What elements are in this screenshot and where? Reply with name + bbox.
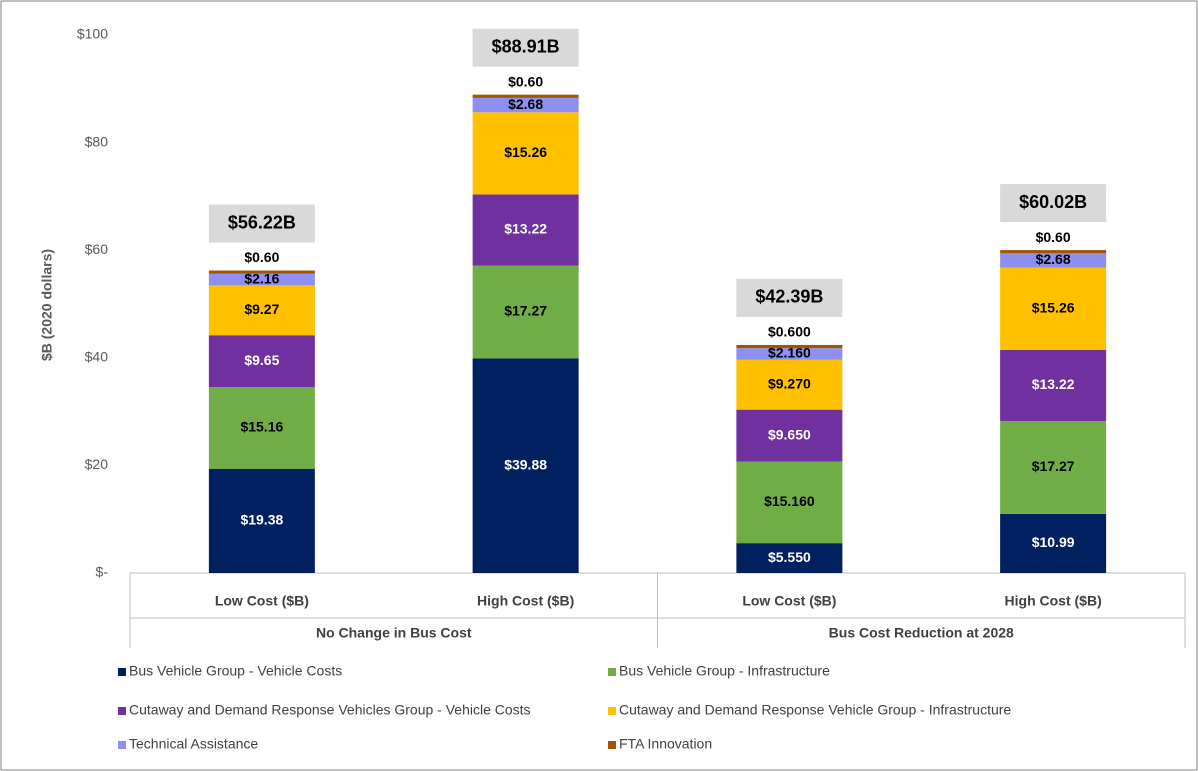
bar-segment [472, 112, 579, 195]
legend-label: FTA Innovation [619, 736, 712, 752]
bar-segment [736, 461, 843, 544]
bar-segment [208, 273, 315, 286]
bar-segment [208, 285, 315, 336]
bar-segment [1000, 349, 1107, 421]
value-label: $15.26 [504, 144, 547, 160]
value-label: $13.22 [1032, 376, 1075, 392]
bar-segment [472, 94, 579, 98]
legend-swatch [118, 668, 126, 676]
x-tick-label: Low Cost ($B) [742, 593, 836, 609]
value-label: $0.60 [1036, 229, 1071, 245]
bar-segment [1000, 253, 1107, 268]
bar-segment [736, 359, 843, 410]
total-box [472, 28, 579, 67]
total-box [1000, 184, 1107, 223]
value-label: $9.65 [244, 352, 279, 368]
bar-segment [736, 348, 843, 360]
bar-segment [472, 97, 579, 113]
value-label: $17.27 [1032, 458, 1075, 474]
bar-segment [472, 358, 579, 573]
y-tick-label: $- [96, 564, 109, 580]
legend-label: Cutaway and Demand Response Vehicle Grou… [619, 702, 1011, 718]
bar-segment [208, 468, 315, 573]
value-label: $9.27 [244, 301, 279, 317]
y-tick-label: $100 [77, 26, 108, 42]
bar-segment [736, 344, 843, 349]
value-label: $9.270 [768, 375, 811, 391]
x-tick-label: Low Cost ($B) [215, 593, 309, 609]
y-tick-label: $20 [85, 456, 109, 472]
x-tick-label: High Cost ($B) [1005, 593, 1102, 609]
legend-swatch [608, 707, 616, 715]
bar-segment [736, 543, 843, 573]
bar-segment [472, 194, 579, 266]
bar-segment [208, 387, 315, 469]
legend-label: Bus Vehicle Group - Infrastructure [619, 663, 830, 679]
x-tick-label: High Cost ($B) [477, 593, 574, 609]
value-label: $10.99 [1032, 534, 1075, 550]
legend-label: Technical Assistance [129, 736, 258, 752]
value-label: $15.26 [1032, 299, 1075, 315]
value-label: $15.160 [764, 493, 815, 509]
value-label: $19.38 [240, 512, 283, 528]
value-label: $0.600 [768, 324, 811, 340]
total-box [736, 278, 843, 317]
value-label: $2.68 [1036, 251, 1071, 267]
value-label: $9.650 [768, 426, 811, 442]
bar-segment [1000, 267, 1107, 350]
total-label: $42.39B [755, 287, 823, 307]
value-label: $39.88 [504, 456, 547, 472]
value-label: $17.27 [504, 303, 547, 319]
legend-swatch [118, 741, 126, 749]
bar-segment [472, 265, 579, 359]
group-label: Bus Cost Reduction at 2028 [829, 625, 1014, 641]
total-box [208, 204, 315, 243]
bar-segment [208, 335, 315, 388]
bar-segment [1000, 513, 1107, 573]
bar-segment [208, 270, 315, 274]
bar-segment [1000, 250, 1107, 254]
value-label: $2.160 [768, 345, 811, 361]
value-label: $5.550 [768, 549, 811, 565]
value-label: $13.22 [504, 221, 547, 237]
y-tick-label: $80 [85, 133, 109, 149]
value-label: $0.60 [508, 73, 543, 89]
y-tick-label: $40 [85, 349, 109, 365]
bar-segment [736, 409, 843, 462]
y-tick-label: $60 [85, 241, 109, 257]
legend-swatch [608, 668, 616, 676]
legend-label: Cutaway and Demand Response Vehicles Gro… [129, 702, 531, 718]
legend-swatch [118, 707, 126, 715]
group-label: No Change in Bus Cost [316, 625, 472, 641]
total-label: $60.02B [1019, 192, 1087, 212]
total-label: $88.91B [492, 36, 560, 56]
value-label: $15.16 [240, 419, 283, 435]
value-label: $2.16 [244, 270, 279, 286]
legend-label: Bus Vehicle Group - Vehicle Costs [129, 663, 342, 679]
total-label: $56.22B [228, 212, 296, 232]
value-label: $2.68 [508, 96, 543, 112]
value-label: $0.60 [244, 249, 279, 265]
y-axis-label: $B (2020 dollars) [39, 249, 55, 361]
bar-segment [1000, 420, 1107, 514]
legend-swatch [608, 741, 616, 749]
